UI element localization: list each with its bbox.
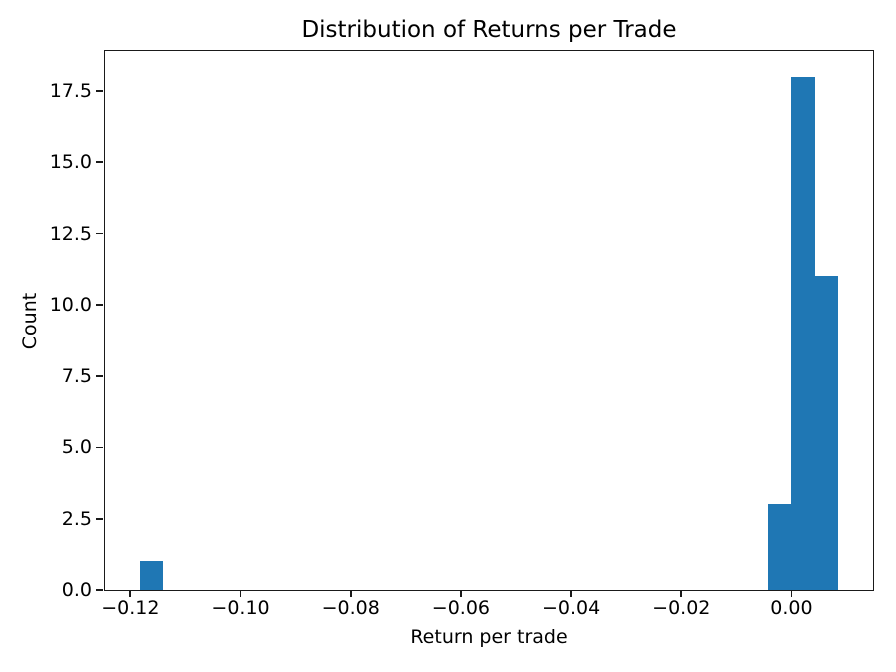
y-tick-mark [96,589,104,591]
x-tick-mark [349,590,352,597]
y-tick-label: 10.0 [49,293,92,316]
x-tick-label: 0.00 [770,597,813,619]
histogram-bar [140,561,164,590]
y-tick-label: 2.5 [61,507,92,530]
histogram-bar [768,504,792,590]
y-tick-mark [96,375,104,377]
y-tick-mark [96,517,104,520]
y-tick-label: 5.0 [61,436,92,459]
y-tick-label: 15.0 [49,151,92,174]
plot-area: −0.12 −0.10 −0.08 −0.06 −0.04 −0.02 0.00 0.0 2.5… [50,50,874,618]
y-tick-label: 7.5 [61,365,92,388]
x-tick-label: −0.04 [541,597,601,619]
x-tick-mark [680,590,683,597]
y-axis-label: Count [19,292,41,350]
y-tick-label: 17.5 [49,79,92,102]
y-tick-label: 0.0 [61,579,92,601]
x-axis-label: Return per trade [410,626,568,648]
y-tick-label: 12.5 [49,222,92,245]
y-tick-mark [96,446,104,449]
x-tick-mark [460,590,462,597]
x-tick-label: −0.02 [652,597,711,619]
x-tick-label: −0.06 [431,597,491,619]
x-tick-mark [790,590,793,597]
x-tick-mark [239,590,242,597]
histogram-bar [791,76,815,590]
histogram-bar [814,276,839,590]
y-tick-mark [96,303,104,306]
x-tick-label: −0.08 [321,597,380,619]
y-tick-mark [96,232,104,235]
y-tick-mark [96,161,104,164]
x-tick-label: −0.12 [101,597,160,619]
x-tick-mark [570,590,572,597]
x-tick-mark [129,590,132,597]
y-tick-mark [96,90,104,92]
x-tick-label: −0.10 [211,597,270,619]
chart-title: Distribution of Returns per Trade [301,17,677,43]
